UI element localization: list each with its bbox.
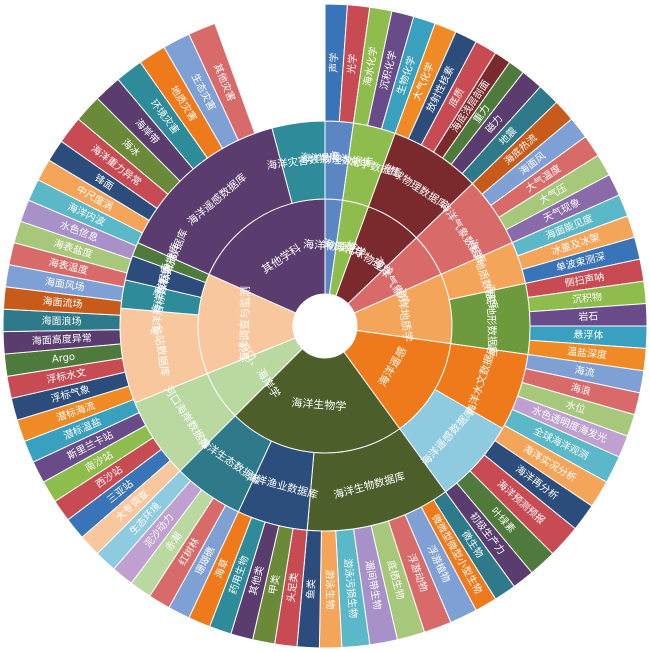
ring2-segment <box>271 120 326 204</box>
ring3-segment <box>188 22 256 141</box>
sunburst-rings <box>2 3 648 649</box>
center-hole <box>293 294 357 358</box>
